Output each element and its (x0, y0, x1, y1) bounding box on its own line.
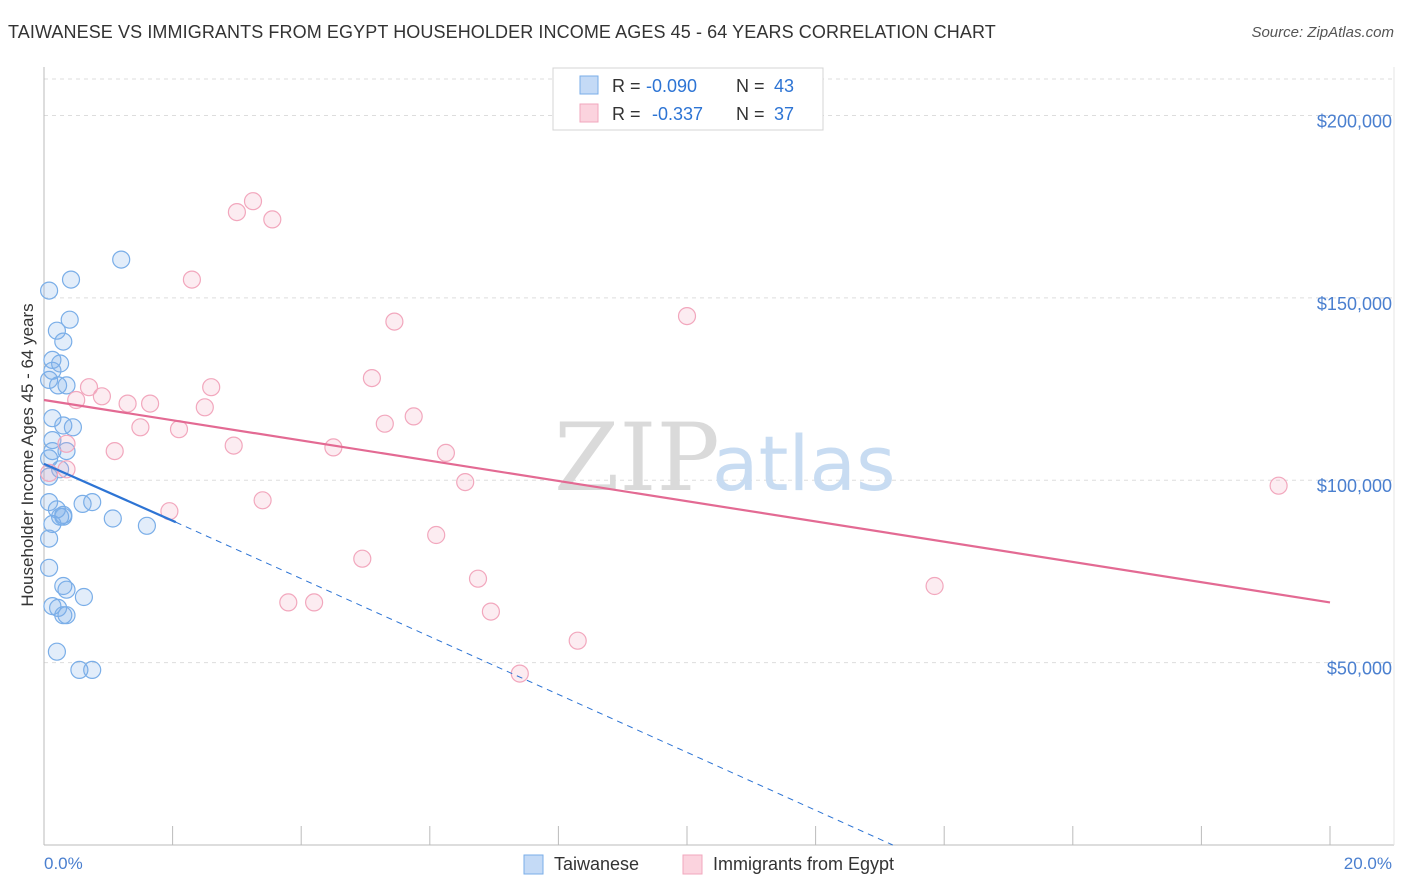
legend-swatch-taiwanese (579, 75, 599, 95)
svg-text:-0.337: -0.337 (652, 104, 703, 124)
watermark: ZIP atlas (554, 404, 896, 513)
point-taiwanese (39, 493, 59, 512)
point-egypt (1269, 476, 1288, 495)
stats-legend: R = -0.090 N = 43 R = -0.337 N = 37 (552, 67, 824, 131)
point-taiwanese (60, 310, 79, 329)
point-egypt (263, 210, 282, 229)
chart-title: TAIWANESE VS IMMIGRANTS FROM EGYPT HOUSE… (8, 22, 996, 42)
point-taiwanese (54, 332, 73, 351)
watermark-atlas: atlas (712, 419, 896, 508)
svg-text:R =: R = (612, 104, 641, 124)
y-axis-label: Householder Income Ages 45 - 64 years (18, 303, 37, 606)
point-taiwanese (47, 321, 67, 340)
point-egypt (195, 398, 214, 417)
point-egypt (131, 418, 150, 437)
legend-label-taiwanese: Taiwanese (554, 854, 639, 874)
point-egypt (105, 442, 124, 461)
point-egypt (677, 307, 697, 326)
point-egypt (362, 369, 381, 388)
y-tick-label: $200,000 (1317, 111, 1392, 131)
svg-text:R =: R = (612, 76, 641, 96)
point-taiwanese (103, 509, 122, 528)
point-egypt (227, 203, 246, 222)
point-egypt (468, 569, 488, 588)
point-taiwanese (54, 507, 73, 526)
svg-text:N =: N = (736, 104, 765, 124)
point-egypt (305, 593, 324, 612)
point-taiwanese (47, 642, 67, 661)
svg-text:N =: N = (736, 76, 765, 96)
trend-extension-taiwanese (175, 521, 893, 846)
point-taiwanese (112, 250, 131, 269)
legend-marker-taiwanese (523, 854, 544, 875)
point-egypt (925, 576, 944, 596)
point-egypt (224, 436, 243, 455)
point-egypt (253, 491, 272, 510)
x-tick-labels: 0.0% 20.0% (44, 854, 1392, 873)
watermark-zip: ZIP (554, 404, 720, 513)
point-taiwanese (39, 529, 59, 548)
point-taiwanese (57, 606, 76, 625)
x-tick-label-min: 0.0% (44, 854, 83, 873)
legend-label-egypt: Immigrants from Egypt (713, 854, 894, 874)
y-tick-labels: $50,000 $100,000 $150,000 $200,000 (1317, 111, 1392, 678)
y-tick-label: $100,000 (1317, 476, 1392, 496)
point-taiwanese (50, 354, 70, 373)
y-tick-label: $150,000 (1317, 294, 1392, 314)
data-points (39, 192, 1288, 683)
point-egypt (404, 407, 423, 426)
trend-line-egypt (43, 398, 1331, 604)
y-tick-label: $50,000 (1327, 659, 1392, 679)
point-taiwanese (83, 660, 102, 680)
legend-swatch-egypt (579, 103, 599, 123)
point-taiwanese (39, 281, 59, 300)
point-egypt (510, 664, 529, 683)
point-egypt (79, 378, 99, 397)
series-legend: Taiwanese Immigrants from Egypt (523, 854, 894, 875)
point-taiwanese (61, 270, 81, 289)
point-egypt (427, 525, 446, 545)
trend-line-taiwanese (43, 462, 177, 524)
svg-text:37: 37 (774, 104, 794, 124)
point-egypt (481, 602, 500, 621)
legend-item-taiwanese[interactable]: Taiwanese (523, 854, 639, 875)
point-egypt (375, 414, 394, 433)
point-egypt (141, 394, 160, 413)
point-egypt (436, 443, 455, 462)
point-egypt (118, 394, 137, 413)
stats-legend-row-taiwanese: R = -0.090 N = 43 (579, 75, 794, 96)
point-taiwanese (83, 493, 102, 512)
gridlines (44, 78, 1394, 664)
point-taiwanese (57, 442, 76, 461)
point-taiwanese (57, 376, 76, 395)
point-egypt (243, 192, 263, 211)
point-taiwanese (70, 660, 89, 680)
point-taiwanese (43, 442, 62, 461)
svg-text:43: 43 (774, 76, 794, 96)
point-taiwanese (63, 418, 83, 437)
point-egypt (385, 312, 404, 331)
axes (43, 67, 1395, 846)
trend-lines (43, 398, 1331, 846)
point-egypt (182, 270, 201, 289)
point-egypt (202, 378, 221, 397)
point-taiwanese (137, 516, 156, 535)
point-taiwanese (74, 587, 94, 607)
point-egypt (279, 593, 298, 612)
point-egypt (92, 387, 112, 406)
svg-text:-0.090: -0.090 (646, 76, 697, 96)
point-taiwanese (39, 558, 59, 577)
stats-legend-row-egypt: R = -0.337 N = 37 (579, 103, 794, 124)
point-egypt (568, 631, 587, 650)
source-label: Source: ZipAtlas.com (1251, 24, 1394, 41)
legend-item-egypt[interactable]: Immigrants from Egypt (682, 854, 894, 875)
point-taiwanese (43, 409, 62, 428)
point-egypt (353, 549, 372, 568)
point-egypt (57, 434, 76, 453)
point-taiwanese (57, 580, 76, 599)
x-tick-label-max: 20.0% (1344, 854, 1392, 873)
legend-marker-egypt (682, 854, 703, 875)
point-egypt (456, 473, 475, 492)
